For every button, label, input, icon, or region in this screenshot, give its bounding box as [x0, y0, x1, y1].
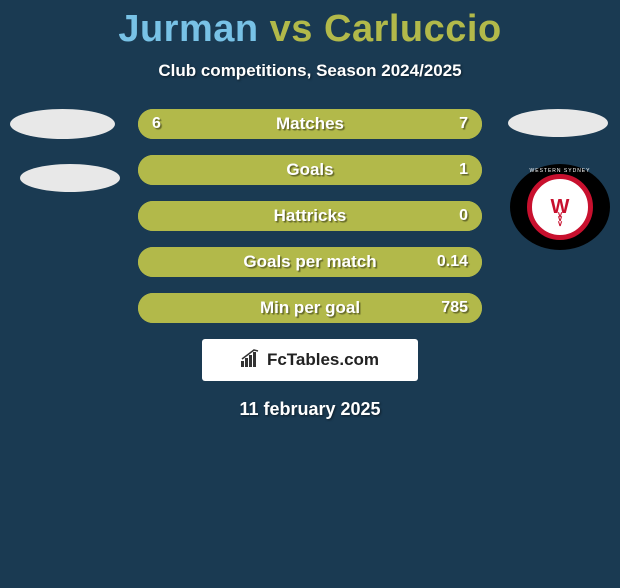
stat-value-right: 1 [459, 161, 468, 179]
fill-left [138, 109, 296, 139]
chart-icon [241, 349, 261, 372]
club-right-badge: WESTERN SYDNEY W ∨∨∨ [510, 164, 610, 250]
stat-row: Goals per match 0.14 [138, 247, 482, 277]
stat-row: Goals 1 [138, 155, 482, 185]
vs-text: vs [270, 8, 324, 50]
date-text: 11 february 2025 [0, 399, 620, 420]
stat-value-right: 785 [441, 299, 468, 317]
stat-label: Goals [286, 160, 333, 180]
subtitle: Club competitions, Season 2024/2025 [0, 61, 620, 81]
stat-label: Hattricks [274, 206, 347, 226]
branding-box: FcTables.com [202, 339, 418, 381]
stat-rows: 6 Matches 7 Goals 1 Hattricks 0 Goals per match… [138, 109, 482, 323]
stat-value-right: 0.14 [437, 253, 468, 271]
stat-value-right: 7 [459, 115, 468, 133]
club-left-placeholder-1 [10, 109, 115, 139]
stat-row: Hattricks 0 [138, 201, 482, 231]
stat-label: Min per goal [260, 298, 360, 318]
stat-label: Goals per match [243, 252, 376, 272]
comparison-title: Jurman vs Carluccio [0, 8, 620, 51]
stat-row: 6 Matches 7 [138, 109, 482, 139]
stat-value-left: 6 [152, 115, 161, 133]
badge-chevrons-icon: ∨∨∨ [557, 213, 563, 227]
stat-row: Min per goal 785 [138, 293, 482, 323]
player2-name: Carluccio [324, 8, 502, 50]
stat-label: Matches [276, 114, 344, 134]
comparison-area: WESTERN SYDNEY W ∨∨∨ 6 Matches 7 Goals 1 Hatt… [0, 109, 620, 323]
club-left-placeholder-2 [20, 164, 120, 192]
club-right-placeholder [508, 109, 608, 137]
player1-name: Jurman [118, 8, 258, 50]
branding-text: FcTables.com [267, 350, 379, 370]
badge-inner: W ∨∨∨ [527, 174, 593, 240]
stat-value-right: 0 [459, 207, 468, 225]
